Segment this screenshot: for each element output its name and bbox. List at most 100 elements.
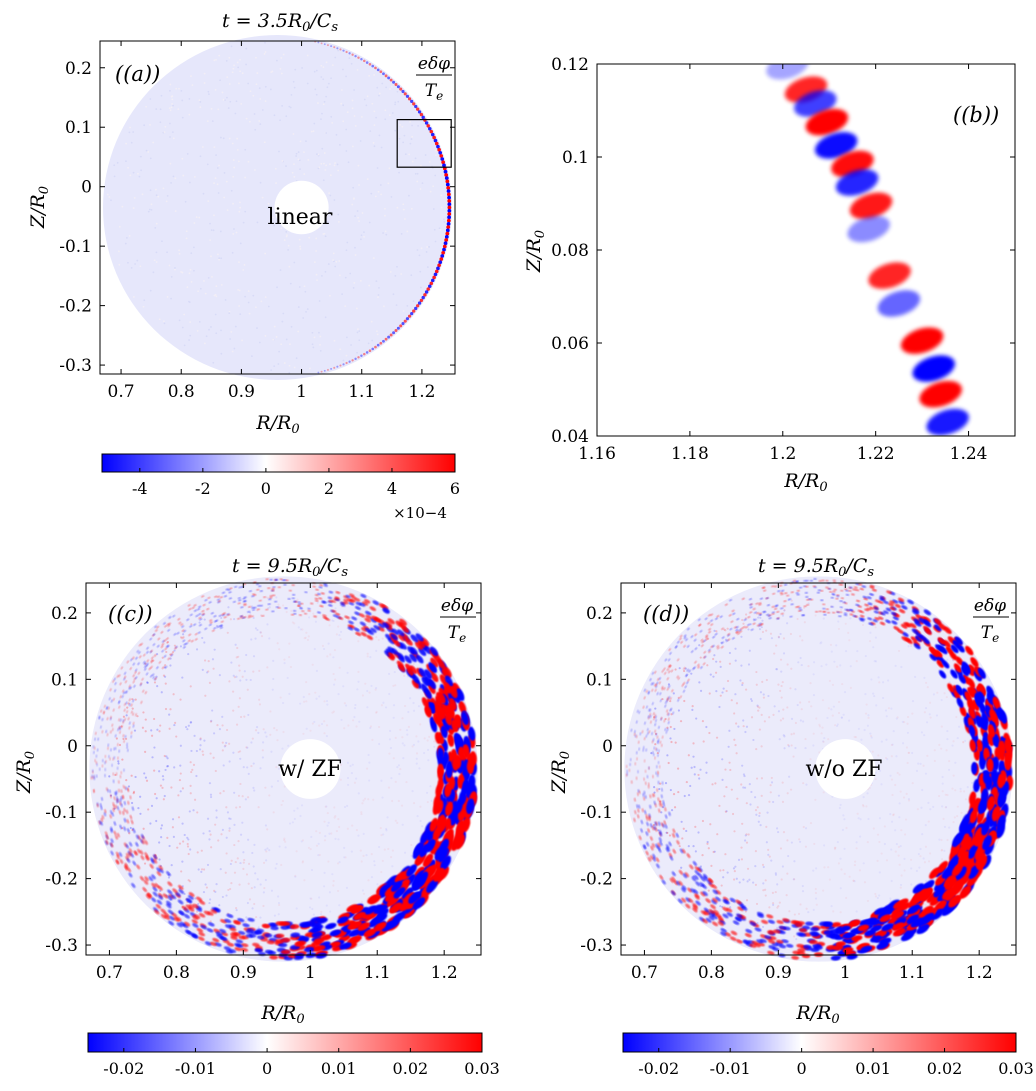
noise-speck [162,775,164,777]
noise-speck [250,679,252,681]
noise-speck [248,290,250,292]
noise-speck [371,739,373,741]
noise-speck [256,726,258,728]
noise-speck [116,737,118,739]
noise-speck [258,926,260,928]
noise-speck [215,295,217,297]
edge-mode-blob [351,359,353,361]
noise-speck [220,868,222,870]
eddy [279,921,288,925]
noise-speck [219,792,221,794]
noise-speck [735,659,737,661]
noise-speck [243,861,245,863]
noise-speck [402,742,404,744]
noise-speck [213,146,215,148]
noise-speck [754,865,756,867]
noise-speck [180,772,182,774]
noise-speck [417,740,419,742]
noise-speck [299,815,301,817]
noise-speck [727,628,729,630]
noise-speck [244,211,246,213]
noise-speck [770,791,772,793]
noise-speck [278,904,280,906]
noise-speck [742,879,744,881]
noise-speck [711,783,713,785]
noise-speck [187,653,189,655]
edge-mode-blob [447,206,451,210]
noise-speck [169,265,171,267]
noise-speck [348,161,350,163]
x-tick-label: 1.1 [364,963,391,983]
noise-speck [420,820,422,822]
noise-speck [746,726,748,728]
noise-speck [255,306,257,308]
noise-speck [196,216,198,218]
noise-speck [808,701,810,703]
noise-speck [736,798,738,800]
noise-speck [900,791,902,793]
noise-speck [169,163,171,165]
noise-speck [284,362,286,364]
noise-speck [357,681,359,683]
noise-speck [759,628,761,630]
noise-speck [299,703,301,705]
noise-speck [831,905,833,907]
noise-speck [836,666,838,668]
noise-speck [307,639,309,641]
noise-speck [828,707,830,709]
noise-speck [222,749,224,751]
noise-speck [155,820,157,822]
noise-speck [377,167,379,169]
noise-speck [208,660,210,662]
noise-speck [239,862,241,864]
noise-speck [228,680,230,682]
noise-speck [160,827,162,829]
noise-speck [417,173,419,175]
noise-speck [413,802,415,804]
noise-speck [173,724,175,726]
noise-speck [301,840,303,842]
noise-speck [287,249,289,251]
noise-speck [762,631,764,633]
edge-mode-blob [445,232,449,236]
noise-speck [237,840,239,842]
noise-speck [394,275,396,277]
noise-speck [197,290,199,292]
noise-speck [954,816,956,818]
noise-speck [378,294,380,296]
noise-speck [881,741,883,743]
edge-mode-blob [406,317,409,320]
noise-speck [215,816,217,818]
noise-speck [265,100,267,102]
noise-speck [232,252,234,254]
noise-speck [380,780,382,782]
noise-speck [415,735,417,737]
noise-speck [435,241,437,243]
noise-speck [902,742,904,744]
noise-speck [331,122,333,124]
noise-speck [172,826,174,828]
colorbar-tick-label: 4 [387,479,397,498]
noise-speck [337,626,339,628]
noise-speck [418,767,420,769]
noise-speck [203,891,205,893]
noise-speck [202,832,204,834]
noise-speck [215,177,217,179]
noise-speck [225,742,227,744]
noise-speck [219,79,221,81]
noise-speck [389,114,391,116]
noise-speck [782,717,784,719]
noise-speck [964,740,966,742]
noise-speck [433,740,435,742]
noise-speck [314,71,316,73]
noise-speck [247,839,249,841]
noise-speck [810,822,812,824]
noise-speck [780,719,782,721]
noise-speck [898,846,900,848]
noise-speck [963,790,965,792]
noise-speck [260,182,262,184]
noise-speck [239,669,241,671]
noise-speck [275,182,277,184]
noise-speck [853,880,855,882]
